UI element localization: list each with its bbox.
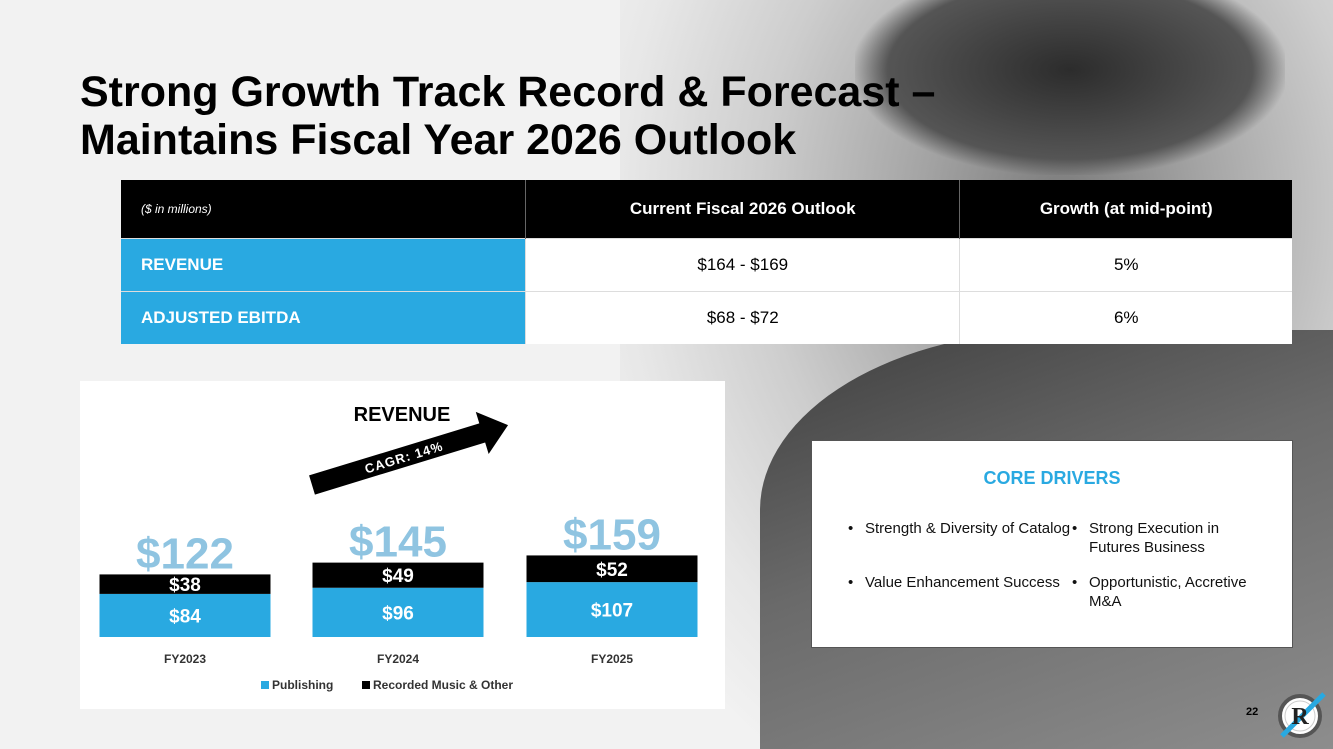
x-tick-label: FY2024	[377, 652, 419, 666]
header-growth: Growth (at mid-point)	[959, 180, 1292, 239]
core-drivers-title: CORE DRIVERS	[983, 468, 1121, 488]
page-number: 22	[1246, 706, 1259, 718]
total-label: $145	[349, 518, 447, 567]
slide-title: Strong Growth Track Record & Forecast – …	[80, 68, 935, 164]
row-growth: 6%	[959, 291, 1292, 344]
total-label: $122	[136, 529, 234, 578]
row-outlook: $164 - $169	[524, 238, 960, 292]
list-item: Value Enhancement Success	[848, 573, 1072, 611]
data-label-publishing: $84	[169, 606, 201, 627]
table-header-row: ($ in millions) Current Fiscal 2026 Outl…	[121, 180, 1292, 239]
title-line-1: Strong Growth Track Record & Forecast –	[80, 68, 936, 116]
list-item: Opportunistic, Accretive M&A	[1072, 573, 1272, 611]
bar-recorded-music	[526, 555, 698, 583]
photo-hat	[855, 0, 1285, 175]
data-label-publishing: $96	[382, 603, 414, 624]
revenue-chart-panel: REVENUE CAGR: 14% $84 $38 $122 FY2023 $96 $49 $1…	[80, 381, 725, 709]
units-note: ($ in millions)	[121, 180, 526, 239]
bar-recorded-music	[99, 574, 271, 594]
outlook-table: ($ in millions) Current Fiscal 2026 Outl…	[121, 180, 1292, 344]
row-growth: 5%	[959, 238, 1292, 292]
row-label: REVENUE	[121, 238, 526, 292]
data-label-recorded-music: $52	[596, 560, 628, 581]
bar-publishing	[312, 587, 484, 637]
legend-swatch-publishing	[261, 681, 269, 689]
core-drivers-box: CORE DRIVERS Strength & Diversity of Cat…	[811, 440, 1293, 648]
legend-label-recorded-music: Recorded Music & Other	[373, 678, 513, 692]
x-tick-label: FY2023	[164, 652, 206, 666]
bar-publishing	[526, 582, 698, 637]
data-label-recorded-music: $38	[169, 575, 201, 596]
header-outlook: Current Fiscal 2026 Outlook	[524, 180, 960, 239]
total-label: $159	[563, 510, 661, 559]
bar-publishing	[99, 593, 271, 637]
company-logo: R	[1278, 692, 1326, 738]
chart-title: REVENUE	[354, 404, 451, 426]
table-row-revenue: REVENUE $164 - $169 5%	[121, 238, 1292, 292]
x-tick-label: FY2025	[591, 652, 633, 666]
bar-recorded-music	[312, 562, 484, 588]
row-label: ADJUSTED EBITDA	[121, 291, 526, 344]
legend-label-publishing: Publishing	[272, 678, 333, 692]
cagr-arrow-shape	[309, 411, 509, 495]
table-row-ebitda: ADJUSTED EBITDA $68 - $72 6%	[121, 291, 1292, 344]
legend-swatch-recorded-music	[362, 681, 370, 689]
core-drivers-list: Strength & Diversity of Catalog Strong E…	[848, 519, 1278, 611]
title-line-2: Maintains Fiscal Year 2026 Outlook	[80, 116, 797, 164]
list-item: Strength & Diversity of Catalog	[848, 519, 1072, 557]
svg-text:R: R	[1291, 704, 1309, 730]
data-label-publishing: $107	[591, 601, 633, 622]
list-item: Strong Execution in Futures Business	[1072, 519, 1272, 557]
data-label-recorded-music: $49	[382, 566, 414, 587]
row-outlook: $68 - $72	[524, 291, 960, 344]
